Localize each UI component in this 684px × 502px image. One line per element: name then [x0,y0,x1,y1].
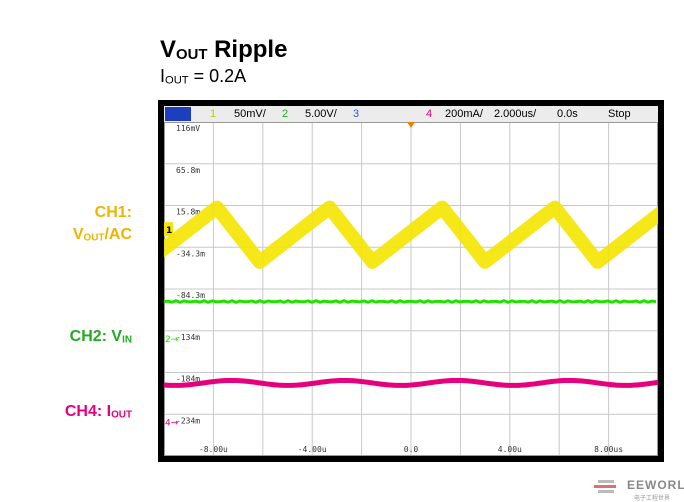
acquisition-state: Stop [608,108,631,120]
plot-subtitle: IOUT = 0.2A [160,66,247,87]
ch4-number: 4 [426,108,433,120]
ch4-label: CH4: IOUT [64,403,132,421]
ch2-scale: 5.00V/ [305,108,337,120]
eeworld-logo-icon [594,480,616,493]
ch4-iout-trace [161,377,659,388]
y-tick-label: 15.8m [176,208,200,217]
ch2-marker-label: 2→ [165,335,179,345]
y-tick-label: -184m [176,375,200,384]
trigger-marker-icon [407,122,415,128]
ch1-scale: 50mV/ [234,108,266,120]
delay: 0.0s [557,108,578,120]
ch2-vin-trace [163,299,657,304]
scope-plot: 116mV 65.8m 15.8m -34.3m -84.3m -134m -184m -23… [140,122,684,456]
x-tick-label: -8.00u [199,445,228,454]
x-tick-label: 4.00u [498,445,522,454]
ch1-marker-icon [164,222,173,237]
x-tick-label: 0.0 [404,445,419,454]
y-tick-label: 116mV [176,124,200,133]
scope-screen: 116mV 65.8m 15.8m -34.3m -84.3m -134m -184m -23… [140,122,684,456]
x-tick-label: -4.00u [298,445,327,454]
top-right-fragment [655,90,684,96]
y-tick-label: -234m [176,416,200,425]
ch4-marker-label: 4→ [165,419,179,429]
plot-title: VOUT Ripple [160,36,288,64]
run-indicator: run [165,107,191,121]
watermark-subtext: 电子工程世界 [634,496,671,502]
y-tick-label: -134m [176,333,200,342]
x-tick-label: 8.00us [594,445,623,454]
y-tick-label: -34.3m [176,249,205,258]
ch2-number: 2 [282,108,289,120]
scope-status-bar: run 1 50mV/ 2 5.00V/ 3 4 200mA/ 2.000us/… [164,106,658,122]
ch4-scale: 200mA/ [445,108,483,120]
ch1-marker-label: 1 [166,226,172,236]
ch1-label: CH1: VOUT/AC [72,204,132,244]
y-tick-label: -84.3m [176,291,205,300]
ch3-number: 3 [353,108,360,120]
ch1-ripple-trace [140,200,684,269]
timebase: 2.000us/ [494,108,537,120]
watermark-text: EEWORLD [627,478,684,492]
ch2-label: CH2: VIN [69,328,132,346]
ch1-number: 1 [210,108,217,120]
y-tick-label: 65.8m [176,166,200,175]
oscilloscope-screenshot: run 1 50mV/ 2 5.00V/ 3 4 200mA/ 2.000us/… [140,100,684,462]
